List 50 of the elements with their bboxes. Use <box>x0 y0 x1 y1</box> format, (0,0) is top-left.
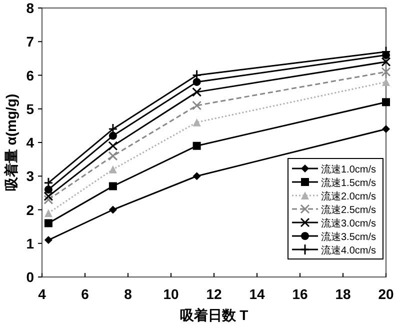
point <box>382 98 390 106</box>
x-tick-label: 18 <box>335 286 351 302</box>
y-tick-label: 7 <box>26 34 34 50</box>
x-tick-label: 8 <box>124 286 132 302</box>
point <box>382 78 390 86</box>
legend-label: 流速4.0cm/s <box>321 244 376 256</box>
x-tick-label: 4 <box>38 286 46 302</box>
point <box>382 125 390 134</box>
y-tick-label: 6 <box>26 67 34 84</box>
legend-label: 流速3.5cm/s <box>321 231 376 243</box>
legend-label: 流速2.5cm/s <box>321 204 376 216</box>
y-tick-label: 1 <box>26 235 34 252</box>
x-tick-label: 12 <box>206 286 222 302</box>
legend-label: 流速1.0cm/s <box>321 164 376 176</box>
legend-label: 流速1.5cm/s <box>321 177 376 189</box>
x-tick-label: 20 <box>378 286 394 302</box>
point <box>44 209 52 218</box>
y-axis-title: 吸着量 α(mg/g) <box>3 94 19 192</box>
point <box>192 87 202 97</box>
point <box>192 100 202 110</box>
x-tick-label: 6 <box>81 286 90 302</box>
x-tick-label: 14 <box>249 286 265 302</box>
y-tick-label: 4 <box>26 134 34 150</box>
legend-label: 流速3.0cm/s <box>321 218 376 230</box>
x-axis-title: 吸着日数 T <box>180 307 249 323</box>
point <box>108 132 117 140</box>
point <box>108 141 118 151</box>
point <box>44 236 52 244</box>
point <box>108 151 118 161</box>
x-tick-label: 16 <box>292 286 308 302</box>
point <box>192 172 201 180</box>
y-tick-label: 2 <box>26 202 34 218</box>
legend-label: 流速2.0cm/s <box>321 190 376 202</box>
y-tick-label: 3 <box>26 168 34 184</box>
point <box>108 165 117 174</box>
point <box>44 219 52 228</box>
x-tick-label: 10 <box>163 286 179 302</box>
y-tick-label: 5 <box>26 100 34 117</box>
point <box>192 118 201 126</box>
point <box>44 194 54 204</box>
point <box>108 182 117 190</box>
point <box>192 142 201 150</box>
point <box>108 206 117 214</box>
point <box>192 78 201 86</box>
point <box>44 192 54 202</box>
y-tick-label: 8 <box>26 0 34 16</box>
y-tick-label: 0 <box>26 269 34 285</box>
point <box>381 67 391 77</box>
point <box>44 186 52 194</box>
point <box>381 57 391 67</box>
